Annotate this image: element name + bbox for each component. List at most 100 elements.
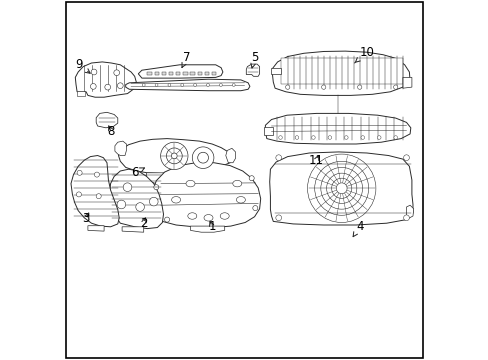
Polygon shape [118, 139, 231, 174]
Circle shape [295, 136, 298, 139]
Circle shape [104, 84, 110, 90]
Circle shape [278, 136, 282, 139]
Polygon shape [125, 79, 249, 91]
Circle shape [90, 84, 96, 89]
Circle shape [357, 85, 361, 89]
Circle shape [77, 170, 82, 175]
Circle shape [314, 161, 368, 215]
Polygon shape [271, 68, 280, 74]
Polygon shape [280, 58, 402, 84]
Polygon shape [168, 72, 173, 75]
Polygon shape [265, 113, 410, 144]
Circle shape [360, 136, 364, 139]
Polygon shape [77, 91, 85, 96]
Polygon shape [204, 72, 209, 75]
Polygon shape [246, 64, 259, 76]
Circle shape [275, 215, 281, 221]
Circle shape [193, 84, 196, 86]
Polygon shape [406, 205, 413, 220]
Ellipse shape [236, 197, 245, 203]
Ellipse shape [232, 180, 241, 187]
Circle shape [149, 197, 158, 206]
Polygon shape [146, 173, 186, 184]
Polygon shape [402, 77, 411, 88]
Circle shape [393, 136, 397, 139]
Circle shape [114, 70, 120, 76]
Circle shape [311, 136, 315, 139]
Text: 4: 4 [352, 220, 363, 237]
Circle shape [91, 69, 97, 75]
Text: 1: 1 [208, 220, 215, 233]
Polygon shape [162, 72, 166, 75]
Text: 7: 7 [182, 51, 190, 67]
Polygon shape [96, 112, 118, 128]
Polygon shape [190, 226, 224, 232]
Circle shape [403, 215, 408, 221]
Polygon shape [109, 169, 163, 229]
Ellipse shape [187, 213, 196, 219]
Circle shape [320, 167, 362, 209]
Text: 8: 8 [107, 125, 115, 138]
Text: 3: 3 [82, 212, 90, 225]
Polygon shape [147, 72, 151, 75]
Polygon shape [176, 72, 180, 75]
Polygon shape [264, 127, 272, 135]
Circle shape [94, 172, 99, 177]
Circle shape [197, 152, 208, 163]
Circle shape [377, 136, 380, 139]
Circle shape [307, 154, 375, 222]
Circle shape [153, 185, 159, 190]
Text: 11: 11 [308, 154, 324, 167]
Circle shape [160, 142, 187, 170]
Text: 2: 2 [140, 217, 147, 230]
Circle shape [344, 136, 347, 139]
Ellipse shape [185, 180, 195, 187]
Circle shape [117, 200, 125, 209]
Polygon shape [183, 72, 187, 75]
Circle shape [285, 85, 289, 89]
Circle shape [252, 206, 257, 211]
Circle shape [76, 192, 81, 197]
Polygon shape [272, 51, 409, 95]
Ellipse shape [203, 215, 213, 221]
Circle shape [155, 84, 158, 86]
Polygon shape [115, 141, 126, 156]
Polygon shape [88, 226, 104, 231]
Ellipse shape [171, 197, 180, 203]
Circle shape [321, 85, 325, 89]
Circle shape [142, 84, 145, 86]
Circle shape [171, 153, 177, 159]
Circle shape [327, 136, 331, 139]
Circle shape [249, 176, 254, 181]
Text: 9: 9 [75, 58, 90, 73]
Circle shape [136, 203, 144, 211]
Circle shape [275, 155, 281, 161]
Text: 10: 10 [354, 46, 374, 63]
Circle shape [403, 155, 408, 161]
Circle shape [206, 84, 209, 86]
Polygon shape [138, 65, 223, 78]
Circle shape [164, 217, 169, 222]
Polygon shape [197, 72, 202, 75]
Circle shape [123, 183, 132, 192]
Circle shape [96, 194, 101, 199]
Ellipse shape [220, 213, 229, 219]
Polygon shape [122, 227, 143, 232]
Polygon shape [225, 148, 235, 163]
Polygon shape [269, 152, 412, 225]
Circle shape [192, 147, 213, 168]
Polygon shape [190, 72, 194, 75]
Polygon shape [154, 72, 159, 75]
Polygon shape [71, 156, 119, 227]
Circle shape [166, 148, 182, 164]
Polygon shape [212, 72, 216, 75]
Circle shape [331, 178, 351, 198]
Polygon shape [152, 163, 260, 228]
Polygon shape [75, 62, 136, 97]
Circle shape [326, 173, 356, 203]
Circle shape [181, 84, 183, 86]
Circle shape [336, 183, 346, 194]
Circle shape [393, 85, 397, 89]
Circle shape [117, 83, 123, 89]
Text: 6: 6 [131, 166, 144, 179]
